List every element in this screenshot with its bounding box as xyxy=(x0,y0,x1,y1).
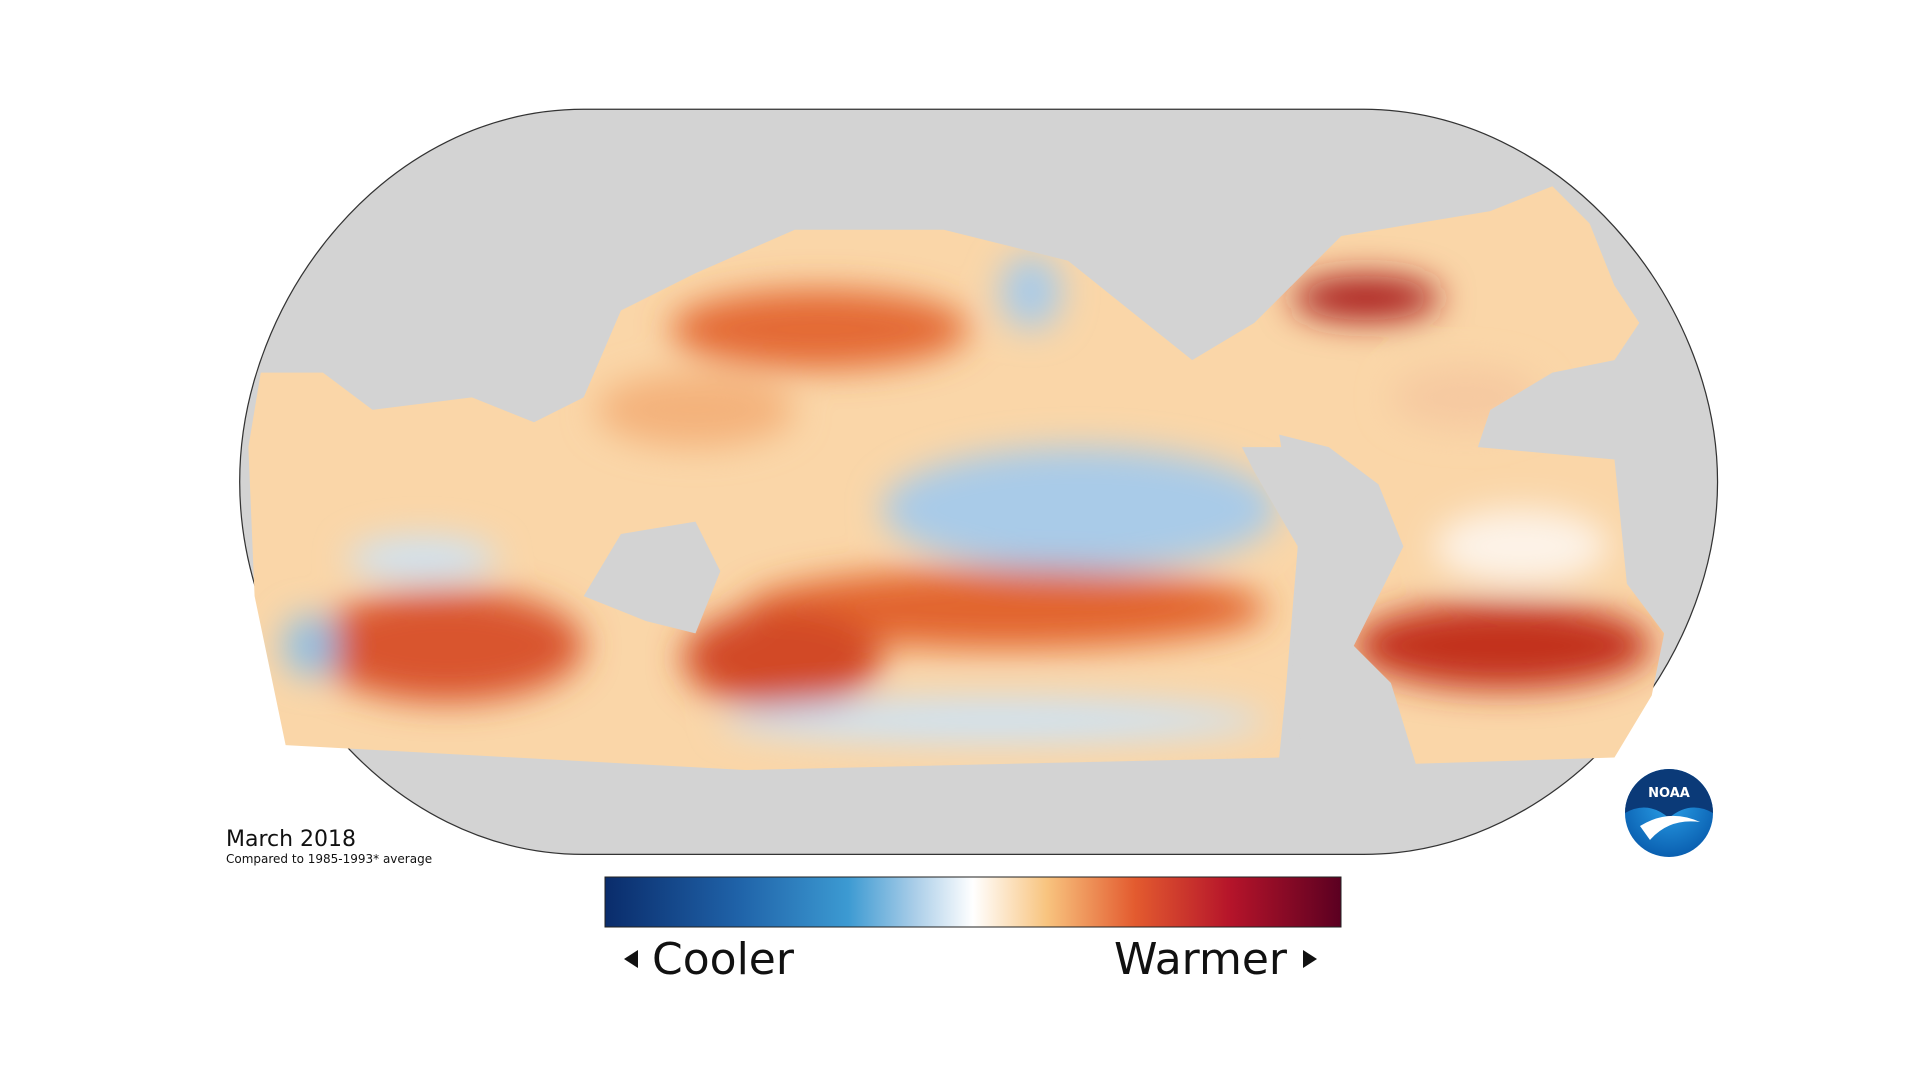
arrow-right xyxy=(1303,950,1317,968)
map xyxy=(239,108,1719,856)
legend-low: Cooler xyxy=(652,934,795,985)
noaa-logo: NOAA xyxy=(1625,769,1713,857)
logo-top xyxy=(1625,769,1713,818)
logo-text: NOAA xyxy=(1648,786,1690,801)
map-date: March 2018 xyxy=(226,827,356,852)
color-legend: Cooler Warmer xyxy=(604,876,1342,985)
arrow-left xyxy=(624,950,638,968)
australia xyxy=(583,521,721,634)
legend-bar xyxy=(604,876,1342,928)
ocean-anomalies xyxy=(248,186,1665,770)
map-baseline: Compared to 1985-1993* average xyxy=(226,852,432,866)
south-america xyxy=(1279,434,1404,758)
logo-gull xyxy=(1640,815,1700,840)
legend-high: Warmer xyxy=(1114,934,1288,985)
